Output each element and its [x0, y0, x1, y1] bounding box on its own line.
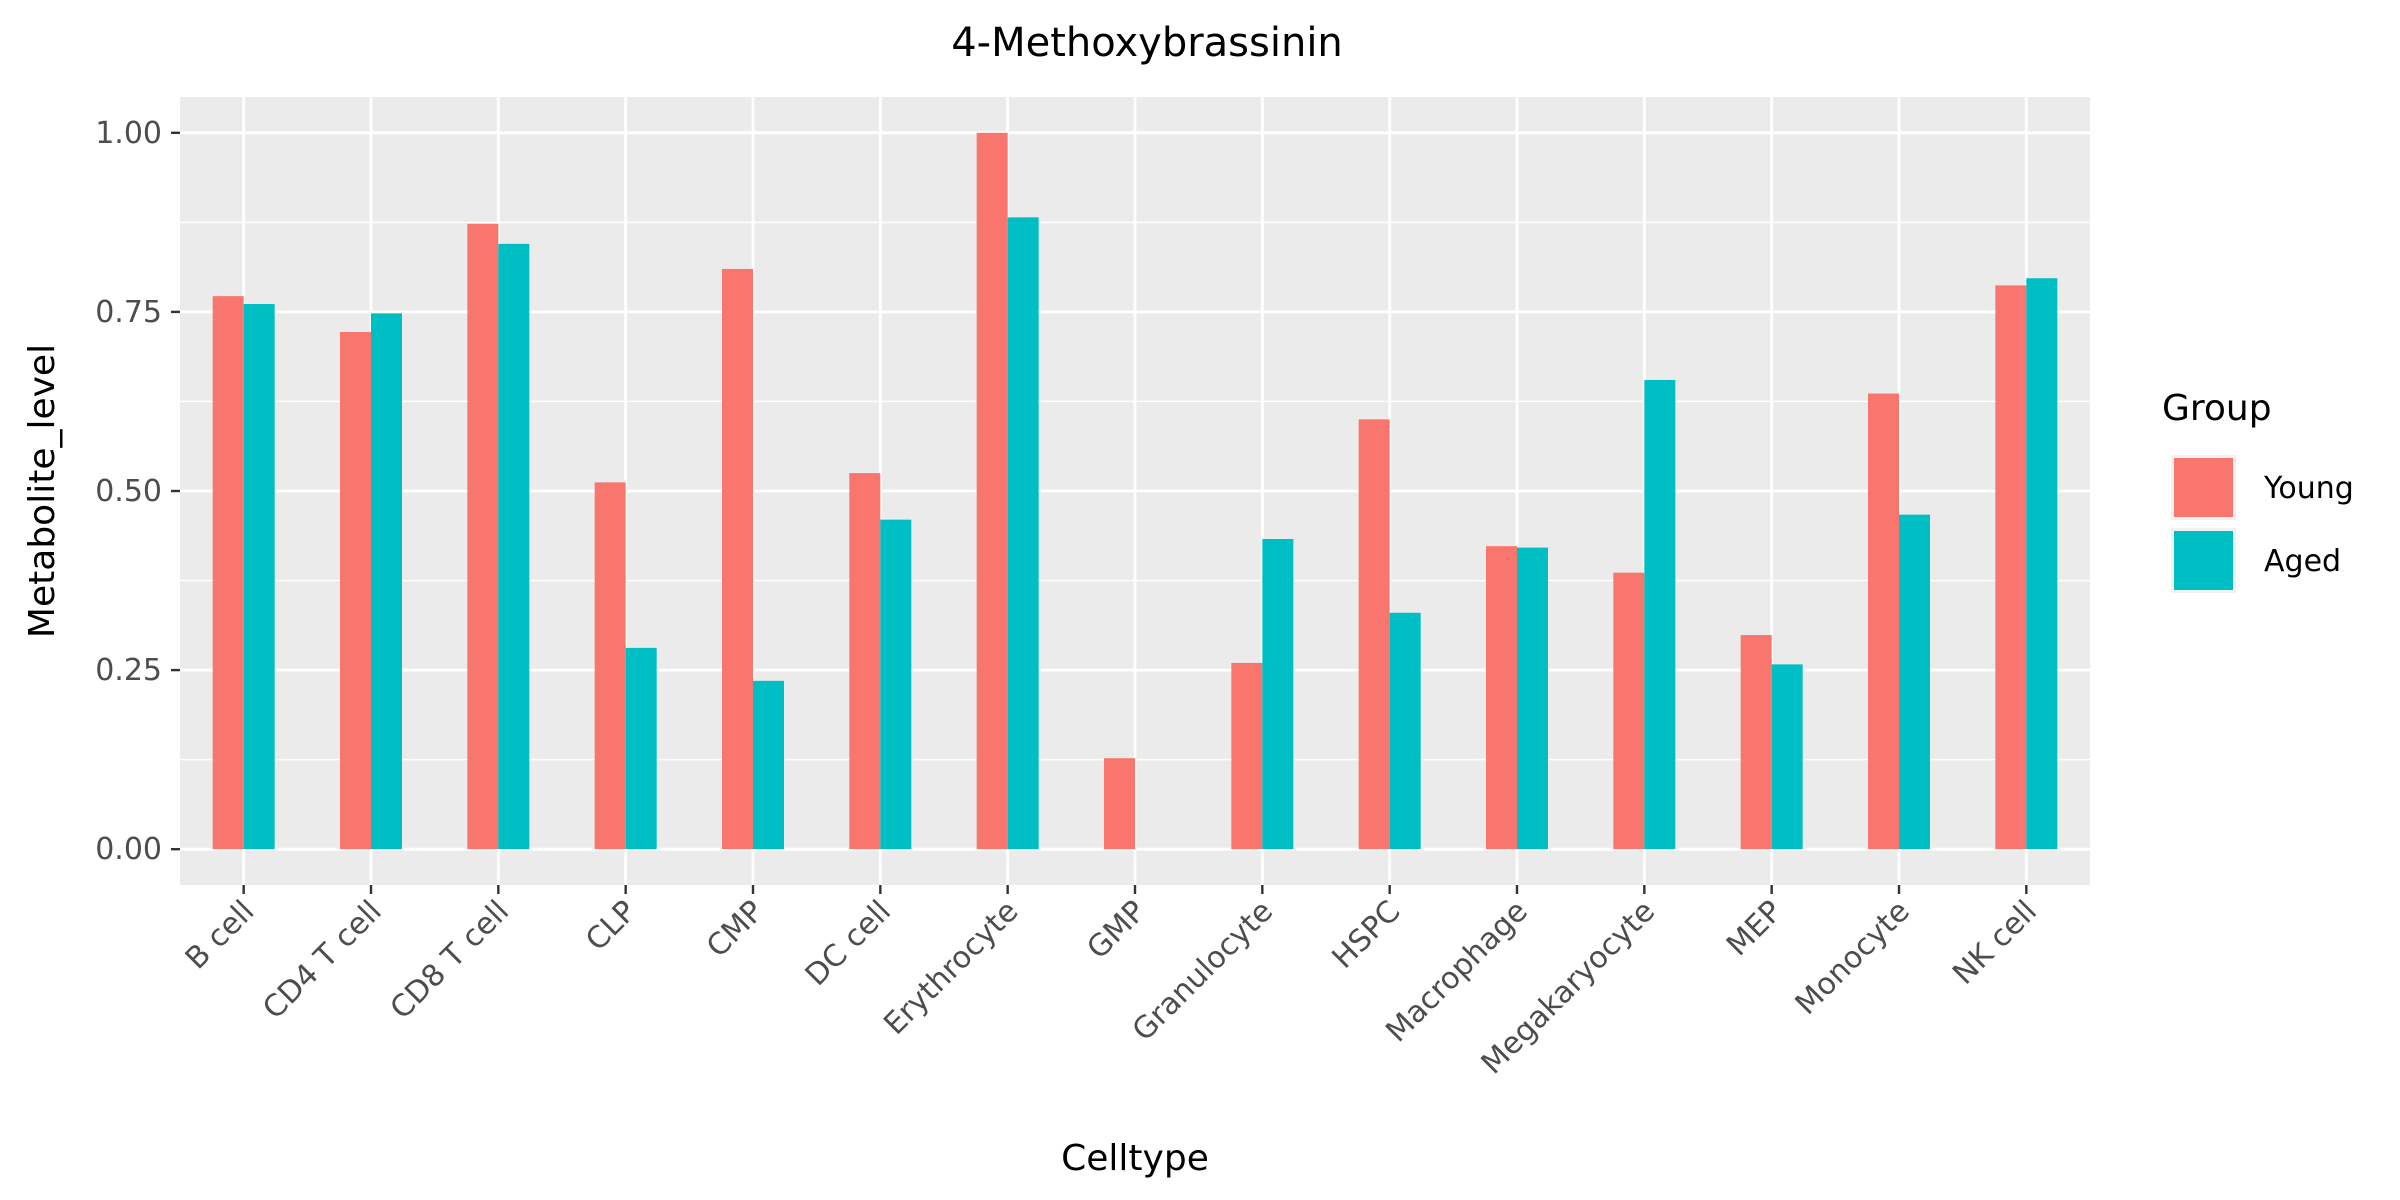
y-tick-label: 0.00: [95, 832, 162, 867]
bar-young-nk-cell: [1995, 285, 2027, 850]
x-tick-label: DC cell: [799, 894, 898, 993]
bar-young-mep: [1740, 634, 1772, 850]
legend-title: Group: [2162, 388, 2272, 429]
x-tick-label: MEP: [1720, 894, 1789, 963]
bar-aged-granulocyte: [1262, 538, 1294, 850]
bar-young-clp: [594, 482, 626, 850]
x-axis-title: Celltype: [1061, 1138, 1209, 1179]
x-tick-label: NK cell: [1946, 894, 2044, 992]
bar-young-cd8-t-cell: [467, 223, 499, 850]
bar-young-macrophage: [1486, 546, 1517, 850]
y-tick-label: 1.00: [95, 116, 162, 151]
x-tick-label: CD8 T cell: [384, 894, 516, 1026]
bar-aged-cd4-t-cell: [371, 313, 402, 850]
bar-young-hspc: [1358, 419, 1390, 850]
x-tick-label: B cell: [179, 894, 262, 977]
bar-young-cd4-t-cell: [340, 331, 371, 850]
y-tick-label: 0.75: [95, 295, 162, 330]
bar-aged-macrophage: [1517, 547, 1548, 850]
bar-aged-monocyte: [1899, 514, 1930, 850]
bar-young-monocyte: [1868, 393, 1899, 850]
bar-young-gmp: [1104, 758, 1135, 850]
x-tick-label: CLP: [579, 894, 643, 958]
bar-aged-megakaryocyte: [1644, 379, 1676, 850]
x-tick-label: Monocyte: [1789, 894, 1917, 1022]
bar-aged-erythrocyte: [1007, 217, 1039, 850]
bar-young-cmp: [722, 268, 753, 850]
x-tick-label: Erythrocyte: [877, 894, 1025, 1042]
y-tick-label: 0.25: [95, 653, 162, 688]
legend-key-aged: [2174, 531, 2233, 590]
bar-aged-nk-cell: [2026, 278, 2058, 850]
x-tick-label: CMP: [700, 894, 771, 965]
legend-key-young: [2174, 458, 2233, 517]
bar-young-erythrocyte: [976, 132, 1008, 850]
bars: [212, 132, 2058, 850]
bar-aged-b-cell: [243, 304, 275, 850]
x-tick-label: CD4 T cell: [256, 894, 388, 1026]
legend: Group Young Aged: [2162, 388, 2354, 593]
bar-young-granulocyte: [1231, 662, 1263, 850]
legend-label-aged: Aged: [2264, 544, 2341, 579]
y-axis-title: Metabolite_level: [22, 344, 63, 638]
bar-young-dc-cell: [849, 473, 881, 850]
x-tick-label: GMP: [1080, 894, 1152, 966]
y-axis: 0.00 0.25 0.50 0.75 1.00: [95, 116, 180, 867]
y-tick-label: 0.50: [95, 474, 162, 509]
bar-aged-cd8-t-cell: [498, 243, 530, 850]
bar-young-b-cell: [212, 296, 244, 850]
bar-aged-dc-cell: [880, 519, 912, 850]
x-tick-label: HSPC: [1326, 894, 1408, 976]
bar-aged-mep: [1771, 664, 1803, 850]
bar-young-megakaryocyte: [1613, 572, 1645, 850]
bar-aged-clp: [625, 647, 657, 850]
bar-aged-hspc: [1389, 612, 1421, 850]
chart-title: 4-Methoxybrassinin: [951, 20, 1343, 66]
bar-aged-cmp: [753, 680, 784, 850]
legend-label-young: Young: [2263, 471, 2354, 506]
